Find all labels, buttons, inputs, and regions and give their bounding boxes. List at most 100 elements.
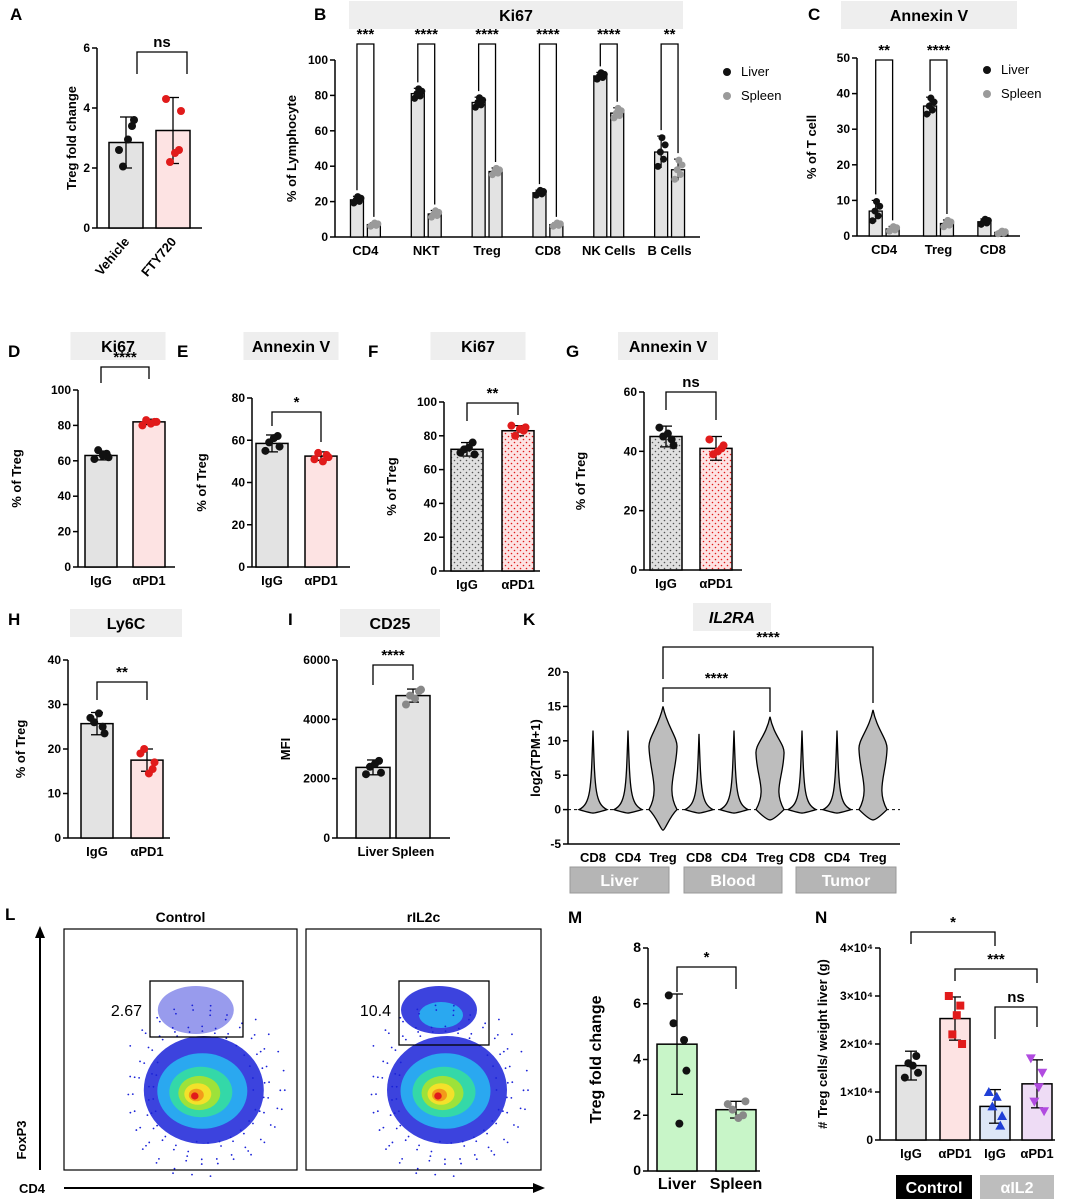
event-dot — [394, 1072, 397, 1075]
y-axis-label: % of Treg — [573, 452, 588, 511]
panel-title-box — [618, 332, 718, 360]
panel-H: H Ly6C 0 10 20 30 40 % of Treg IgG αPD1 ** — [8, 609, 182, 859]
event-dot — [429, 1155, 432, 1158]
significance-label: * — [950, 914, 956, 931]
panel-label: K — [523, 610, 536, 629]
data-point — [146, 419, 155, 428]
significance-bracket — [929, 59, 948, 214]
significance-label: ** — [487, 385, 499, 402]
y-tick-label: 60 — [58, 454, 72, 468]
event-dot — [395, 1085, 398, 1088]
significance-label: *** — [357, 26, 375, 43]
panel-title: Annexin V — [629, 339, 708, 356]
event-dot — [395, 1127, 398, 1130]
panel-title: Annexin V — [890, 8, 969, 25]
significance-label: **** — [475, 26, 499, 43]
bar — [410, 92, 425, 238]
event-dot — [152, 1098, 155, 1100]
y-tick-label: 0 — [238, 560, 245, 574]
event-dot — [191, 1004, 194, 1007]
panel-title-box — [70, 609, 182, 637]
event-dot — [493, 1153, 496, 1156]
panel-label: G — [566, 342, 579, 361]
data-point — [411, 694, 419, 703]
event-dot — [133, 1110, 136, 1113]
event-dot — [399, 1124, 402, 1127]
significance-label: **** — [113, 349, 137, 366]
data-point — [869, 217, 877, 225]
gate — [398, 980, 490, 1046]
x-tick-label: CD8 — [580, 850, 606, 865]
data-point — [98, 451, 107, 460]
event-dot — [491, 1120, 494, 1122]
event-dot — [398, 1074, 401, 1077]
event-dot — [186, 1155, 189, 1158]
event-dot — [418, 1144, 420, 1147]
event-dot — [201, 1025, 204, 1028]
plot-title: rIL2c — [407, 909, 441, 925]
x-tick-label: IgG — [90, 573, 112, 588]
x-tick-label: CD8 — [789, 850, 815, 865]
event-dot — [404, 1139, 407, 1142]
density-contour — [419, 1002, 463, 1028]
event-dot — [143, 1062, 146, 1065]
y-tick-label: 0 — [321, 230, 328, 244]
event-dot — [218, 1140, 221, 1143]
data-point — [658, 134, 666, 142]
event-dot — [262, 1096, 265, 1099]
event-dot — [263, 1048, 266, 1050]
x-tick-label: αPD1 — [1020, 1146, 1053, 1161]
event-dot — [268, 1081, 270, 1084]
significance-bracket — [954, 968, 1038, 983]
x-tick-label: IgG — [86, 844, 108, 859]
panel-title: Ki67 — [101, 339, 135, 356]
y-tick-label: 60 — [424, 463, 438, 477]
panel-title: Ly6C — [107, 616, 146, 633]
data-point — [150, 758, 159, 767]
x-tick-label: B Cells — [648, 243, 692, 258]
significance-bracket — [417, 43, 436, 205]
group-box-ail2 — [980, 1175, 1054, 1199]
y-tick-label: 100 — [308, 53, 328, 67]
event-dot — [243, 1054, 246, 1057]
panel-label: B — [314, 5, 326, 24]
event-dot — [415, 1172, 418, 1175]
event-dot — [415, 1026, 417, 1029]
event-dot — [385, 1148, 387, 1150]
y-tick-label: -5 — [550, 837, 561, 851]
event-dot — [174, 1144, 177, 1147]
data-point — [553, 219, 561, 227]
y-tick-label: 60 — [315, 124, 329, 138]
y-tick-label: 40 — [424, 496, 438, 510]
panel-label: F — [368, 342, 378, 361]
event-dot — [209, 1014, 212, 1017]
x-tick-label: IgG — [456, 577, 478, 592]
y-axis-label: Treg fold change — [588, 995, 605, 1123]
event-dot — [527, 1089, 529, 1092]
panel-label: C — [808, 5, 820, 24]
data-point — [927, 94, 935, 102]
data-point — [1033, 1083, 1044, 1093]
data-point — [889, 223, 897, 231]
event-dot — [282, 1069, 285, 1072]
x-tick-label: CD4 — [352, 243, 379, 258]
y-tick-label: 10 — [48, 787, 62, 801]
x-tick-label: CD8 — [686, 850, 712, 865]
y-axis-label: # Treg cells/ weight liver (g) — [815, 959, 830, 1129]
y-tick-label: 2 — [633, 1106, 641, 1122]
event-dot — [148, 1141, 151, 1144]
event-dot — [155, 1074, 158, 1077]
significance-label: ns — [153, 34, 171, 51]
panel-F: F Ki67 0 20 40 60 80 100 % of Treg IgG αPD1 ** — [368, 332, 540, 592]
group-box-control — [896, 1175, 972, 1199]
event-dot — [399, 1016, 402, 1019]
data-point — [734, 1114, 743, 1123]
x-tick-label: αPD1 — [130, 844, 163, 859]
density-contour — [191, 1092, 199, 1100]
significance-bracket — [271, 411, 322, 442]
event-dot — [192, 1009, 194, 1011]
event-dot — [256, 1053, 258, 1056]
y-tick-label: 40 — [624, 444, 638, 458]
event-dot — [468, 1037, 471, 1040]
panel-label: N — [815, 908, 827, 927]
